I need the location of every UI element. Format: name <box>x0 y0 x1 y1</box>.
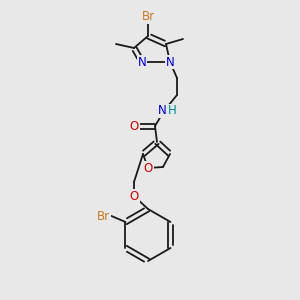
Text: N: N <box>138 56 146 68</box>
Text: Br: Br <box>141 11 154 23</box>
Text: O: O <box>129 190 139 202</box>
Text: N: N <box>166 56 174 68</box>
Text: O: O <box>129 119 139 133</box>
Text: Br: Br <box>97 209 110 223</box>
Text: H: H <box>168 104 176 118</box>
Text: O: O <box>143 161 153 175</box>
Text: N: N <box>158 104 166 118</box>
